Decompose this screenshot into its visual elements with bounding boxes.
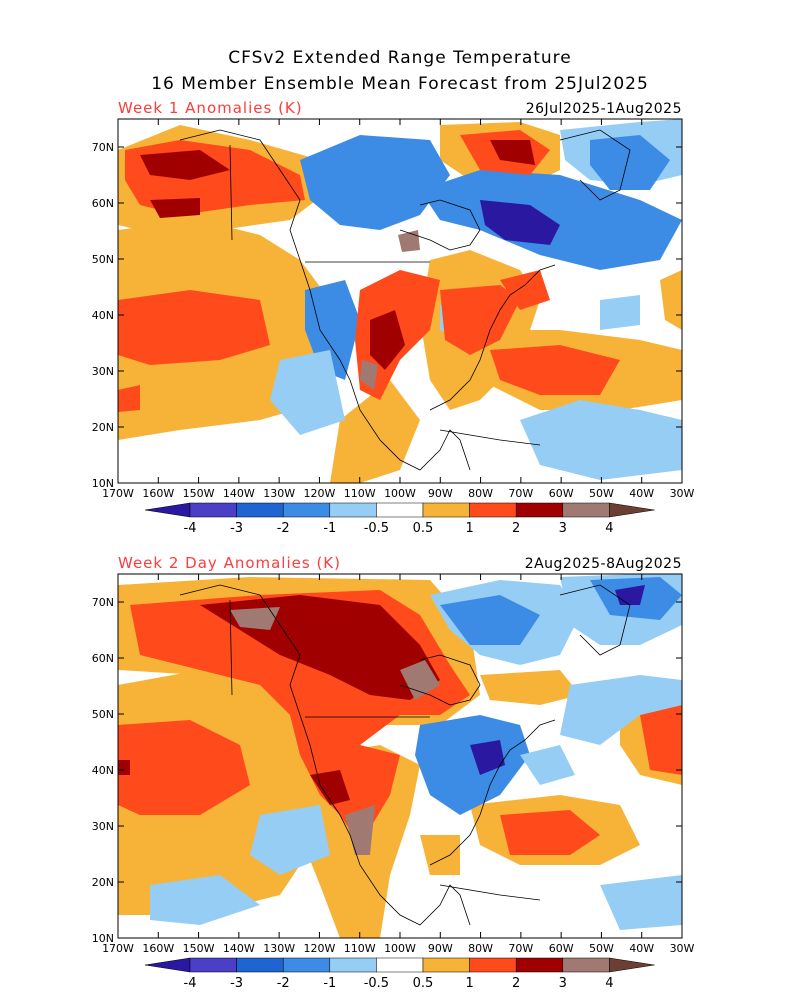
colorbar-label: -0.5 — [364, 976, 389, 991]
lon-label: 60W — [549, 487, 574, 500]
map2-anomaly-fields — [118, 574, 682, 938]
lon-label: 70W — [508, 942, 533, 955]
lat-label: 50N — [92, 253, 114, 266]
colorbar-label: -2 — [277, 521, 290, 536]
colorbar-swatch — [376, 957, 424, 973]
map1-lon-axis: 170W 160W 150W 140W 130W 120W 110W 100W 90W 80W 70… — [102, 119, 695, 500]
colorbar-label: -1 — [323, 976, 336, 991]
colorbar-label: 4 — [605, 976, 613, 991]
lon-label: 130W — [263, 942, 295, 955]
lon-label: 80W — [468, 487, 493, 500]
map1-anomaly-fields — [118, 119, 682, 483]
lon-label: 150W — [183, 942, 215, 955]
map2-coastlines — [179, 584, 631, 926]
panel2-dates: 2Aug2025-8Aug2025 — [524, 556, 682, 572]
lon-label: 70W — [508, 487, 533, 500]
colorbar-swatch — [422, 957, 470, 973]
colorbar-swatch — [469, 957, 517, 973]
map1-coastlines — [179, 129, 631, 471]
colorbar-swatch — [236, 957, 284, 973]
lon-label: 80W — [468, 942, 493, 955]
colorbar-label: -0.5 — [364, 521, 389, 536]
lat-label: 60N — [92, 197, 114, 210]
lon-label: 50W — [589, 942, 614, 955]
colorbar-swatch — [189, 957, 237, 973]
colorbar-label: -4 — [184, 976, 197, 991]
colorbar-label: 0.5 — [413, 521, 434, 536]
lat-label: 60N — [92, 652, 114, 665]
lon-label: 150W — [183, 487, 215, 500]
colorbar-label: 1 — [465, 521, 473, 536]
colorbar-label: -3 — [230, 976, 243, 991]
lon-label: 170W — [102, 487, 134, 500]
lon-label: 60W — [549, 942, 574, 955]
lon-label: 40W — [629, 942, 654, 955]
lon-label: 120W — [303, 487, 335, 500]
lon-label: 130W — [263, 487, 295, 500]
lon-label: 160W — [142, 942, 174, 955]
colorbar-label: -1 — [323, 521, 336, 536]
lat-label: 40N — [92, 764, 114, 777]
lon-label: 110W — [344, 487, 376, 500]
colorbar-2: -4 -3 -2 -1 -0.5 0.5 1 2 3 4 — [144, 957, 655, 991]
panel1-label: Week 1 Anomalies (K) — [118, 99, 303, 117]
colorbar-swatch — [329, 957, 377, 973]
lat-label: 30N — [92, 365, 114, 378]
lon-label: 140W — [223, 942, 255, 955]
lon-label: 160W — [142, 487, 174, 500]
lon-label: 30W — [670, 487, 695, 500]
lat-label: 70N — [92, 141, 114, 154]
panel1-dates: 26Jul2025-1Aug2025 — [525, 101, 682, 117]
colorbar-label: 2 — [512, 521, 520, 536]
lat-label: 20N — [92, 421, 114, 434]
lon-label: 110W — [344, 942, 376, 955]
colorbar-label: 2 — [512, 976, 520, 991]
title-line-2: 16 Member Ensemble Mean Forecast from 25… — [151, 74, 649, 94]
lat-label: 20N — [92, 876, 114, 889]
colorbar-swatch — [515, 957, 564, 973]
colorbar-arrow-high — [609, 957, 655, 973]
lat-label: 40N — [92, 309, 114, 322]
colorbar-label: -3 — [230, 521, 243, 536]
colorbar-label: 3 — [559, 521, 567, 536]
title-line-1: CFSv2 Extended Range Temperature — [228, 48, 572, 68]
lat-label: 10N — [92, 932, 114, 945]
colorbar-label: 1 — [465, 976, 473, 991]
colorbar-1: -4 -3 -2 -1 -0.5 0.5 1 2 3 4 — [144, 502, 655, 536]
lat-label: 30N — [92, 820, 114, 833]
lon-label: 90W — [428, 942, 453, 955]
map1-lat-axis: 70N 60N 50N 40N 30N 20N 10N — [92, 141, 682, 490]
lat-label: 70N — [92, 596, 114, 609]
panel2-label: Week 2 Day Anomalies (K) — [118, 554, 341, 572]
lon-label: 140W — [223, 487, 255, 500]
lon-label: 100W — [384, 942, 416, 955]
colorbar-swatch — [562, 957, 610, 973]
lat-label: 10N — [92, 477, 114, 490]
colorbar-swatch — [282, 957, 331, 973]
map2-lat-axis: 70N 60N 50N 40N 30N 20N 10N — [92, 596, 682, 945]
colorbar-label: -2 — [277, 976, 290, 991]
colorbar-arrow-low — [144, 957, 191, 973]
lon-label: 40W — [629, 487, 654, 500]
lon-label: 100W — [384, 487, 416, 500]
colorbar-label: 4 — [605, 521, 613, 536]
lat-label: 50N — [92, 708, 114, 721]
colorbar-label: -4 — [184, 521, 197, 536]
colorbar-arrow-high — [609, 502, 655, 518]
lon-label: 120W — [303, 942, 335, 955]
lon-label: 50W — [589, 487, 614, 500]
lon-label: 90W — [428, 487, 453, 500]
colorbar-label: 0.5 — [413, 976, 434, 991]
map2-lon-axis: 170W 160W 150W 140W 130W 120W 110W 100W 90W 80W 70… — [102, 574, 695, 955]
lon-label: 170W — [102, 942, 134, 955]
lon-label: 30W — [670, 942, 695, 955]
colorbar-label: 3 — [559, 976, 567, 991]
